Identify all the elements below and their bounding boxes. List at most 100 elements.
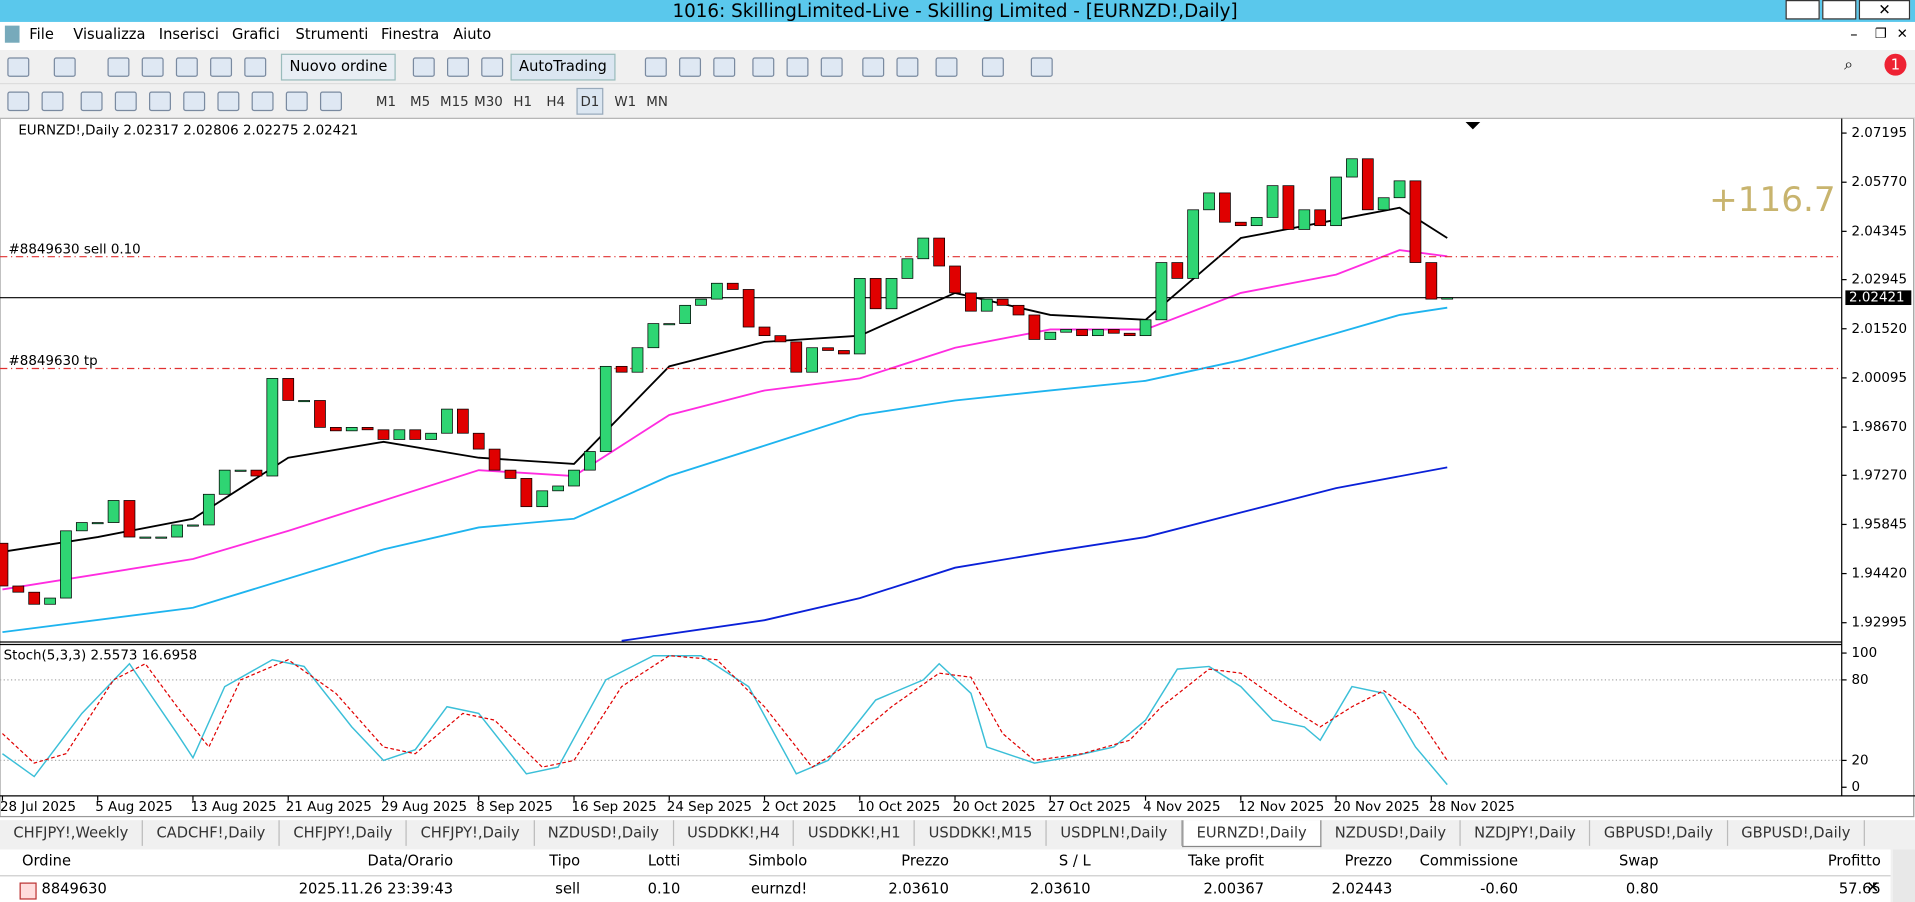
maximize-button[interactable] [1822,0,1856,20]
candle [1219,193,1230,222]
profiles-icon[interactable] [54,57,76,77]
column-header[interactable]: Lotti [648,852,680,869]
timeframe-button[interactable]: W1 [614,94,636,110]
mdi-restore[interactable]: ❐ [1875,26,1887,42]
market-watch-icon[interactable] [107,57,129,77]
chart-tab[interactable]: USDDKK!,M15 [915,820,1047,846]
signals-icon[interactable] [447,57,469,77]
candle [775,336,786,342]
fibo-icon[interactable] [217,92,239,112]
shapes-icon[interactable] [320,92,342,112]
close-button[interactable]: ✕ [1859,0,1910,20]
candle [870,278,881,308]
column-header[interactable]: Tipo [549,852,580,869]
column-header[interactable]: Swap [1619,852,1659,869]
chart-tab[interactable]: CADCHF!,Daily [143,820,280,846]
timeframe-button[interactable]: M30 [474,94,503,110]
candle [664,324,675,325]
tile-icon[interactable] [821,57,843,77]
new-chart-icon[interactable] [7,57,29,77]
menu-item[interactable]: File [29,26,54,43]
chart-tab[interactable]: EURNZD!,Daily [1182,820,1321,847]
chart-tab[interactable]: NZDUSD!,Daily [534,820,673,846]
column-header[interactable]: Data/Orario [368,852,454,869]
tester-icon[interactable] [244,57,266,77]
timeframe-button[interactable]: M5 [410,94,430,110]
periods-icon[interactable] [982,57,1004,77]
menu-item[interactable]: Inserisci [159,26,219,43]
autoscroll-icon[interactable] [862,57,884,77]
timeframe-button[interactable]: M1 [376,94,396,110]
close-order-button[interactable]: ✕ [1866,879,1879,897]
menu-item[interactable]: Visualizza [73,26,145,43]
timeframe-button[interactable]: H1 [513,94,532,110]
zoom-out-icon[interactable] [787,57,809,77]
column-header[interactable]: Prezzo [1345,852,1393,869]
metaeditor-icon[interactable] [413,57,435,77]
y-tick-label: 1.94420 [1851,567,1907,582]
indicators-icon[interactable] [936,57,958,77]
text-icon[interactable] [252,92,274,112]
column-header[interactable]: Prezzo [901,852,949,869]
hline-icon[interactable] [115,92,137,112]
zoom-in-icon[interactable] [752,57,774,77]
timeframe-button[interactable]: H4 [546,94,565,110]
scrollbar[interactable] [1893,850,1915,902]
candle [1283,186,1294,230]
channel-icon[interactable] [183,92,205,112]
candle [1331,177,1342,226]
vline-icon[interactable] [81,92,103,112]
mdi-close[interactable]: ✕ [1897,26,1908,42]
crosshair-icon[interactable] [42,92,64,112]
candle [378,430,389,440]
menu-item[interactable]: Grafici [232,26,280,43]
chart-tab[interactable]: USDDKK!,H1 [794,820,915,846]
line-chart-icon[interactable] [713,57,735,77]
chart-tab[interactable]: CHFJPY!,Weekly [0,820,143,846]
chart-tab[interactable]: GBPUSD!,Daily [1728,820,1865,846]
chart-tab[interactable]: CHFJPY!,Daily [280,820,407,846]
candle [299,400,310,401]
timeframe-button[interactable]: MN [646,94,668,110]
bar-chart-icon[interactable] [645,57,667,77]
timeframe-button[interactable]: D1 [580,94,599,110]
column-header[interactable]: S / L [1059,852,1091,869]
data-window-icon[interactable] [142,57,164,77]
terminal-icon[interactable] [210,57,232,77]
chart-tab[interactable]: NZDUSD!,Daily [1321,820,1460,846]
column-header[interactable]: Simbolo [748,852,807,869]
column-header[interactable]: Profitto [1828,852,1881,869]
new-order-button[interactable]: Nuovo ordine [281,54,396,81]
chart-tab[interactable]: GBPUSD!,Daily [1590,820,1727,846]
search-icon[interactable]: ⌕ [1844,56,1853,74]
candle [187,525,198,526]
y-tick-label: 2.01520 [1851,322,1907,337]
mdi-minimize[interactable]: – [1850,26,1857,43]
chart-tab[interactable]: CHFJPY!,Daily [407,820,534,846]
column-header[interactable]: Commissione [1420,852,1518,869]
toolbar-main: Nuovo ordine AutoTrading ⌕ 1 [0,51,1915,84]
menu-item[interactable]: Aiuto [453,26,491,43]
candle [902,259,913,279]
minimize-button[interactable] [1786,0,1820,20]
chart-tab[interactable]: USDPLN!,Daily [1047,820,1182,846]
autotrading-button[interactable]: AutoTrading [511,54,616,81]
shift-icon[interactable] [896,57,918,77]
trendline-icon[interactable] [149,92,171,112]
vps-icon[interactable] [481,57,503,77]
menu-item[interactable]: Strumenti [296,26,369,43]
candle-chart-icon[interactable] [679,57,701,77]
menu-item[interactable]: Finestra [381,26,439,43]
column-header[interactable]: Take profit [1188,852,1264,869]
chart-tab[interactable]: NZDJPY!,Daily [1461,820,1591,846]
navigator-icon[interactable] [176,57,198,77]
templates-icon[interactable] [1031,57,1053,77]
cursor-icon[interactable] [7,92,29,112]
notification-badge[interactable]: 1 [1884,54,1906,76]
y-tick-label: 0 [1851,780,1860,795]
timeframe-button[interactable]: M15 [440,94,469,110]
table-cell: 0.10 [648,880,681,897]
label-icon[interactable] [286,92,308,112]
column-header[interactable]: Ordine [22,852,71,869]
chart-tab[interactable]: USDDKK!,H4 [674,820,795,846]
